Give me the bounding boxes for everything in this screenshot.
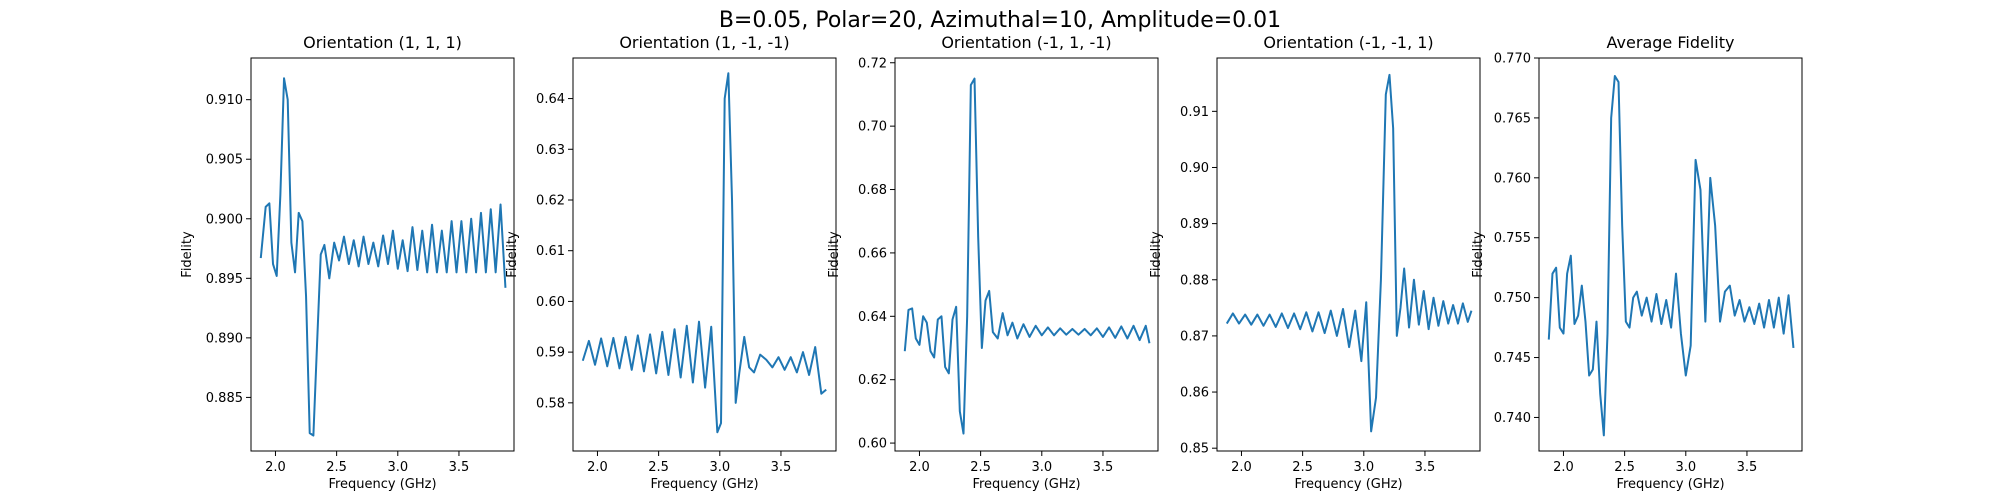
y-tick-label: 0.885 xyxy=(206,391,243,406)
y-tick-label: 0.59 xyxy=(536,346,565,361)
y-tick-label: 0.86 xyxy=(1180,386,1209,401)
x-tick-label: 3.5 xyxy=(1415,460,1436,475)
y-axis-label: Fidelity xyxy=(505,231,520,278)
x-tick-label: 2.5 xyxy=(1292,460,1313,475)
axes-orientation-m1-m1-1: Orientation (-1, -1, 1) 2.0 2.5 3.0 3.5 0.85 0… xyxy=(1149,33,1481,492)
y-tick-label: 0.745 xyxy=(1494,351,1531,366)
y-tick-label: 0.62 xyxy=(536,193,565,208)
y-tick-label: 0.66 xyxy=(858,246,887,261)
x-axis-label: Frequency (GHz) xyxy=(1294,477,1402,492)
axes-orientation-1-m1-m1: Orientation (1, -1, -1) 2.0 2.5 3.0 3.5 0.58 0… xyxy=(505,33,837,492)
x-axis-label: Frequency (GHz) xyxy=(1616,477,1724,492)
y-tick-label: 0.64 xyxy=(536,92,565,107)
x-tick-label: 3.0 xyxy=(1353,460,1374,475)
y-tick-label: 0.62 xyxy=(858,373,887,388)
y-tick-label: 0.89 xyxy=(1180,217,1209,232)
x-axis-label: Frequency (GHz) xyxy=(328,477,436,492)
y-axis-label: Fidelity xyxy=(827,231,842,278)
y-tick-label: 0.91 xyxy=(1180,105,1209,120)
y-tick-label: 0.64 xyxy=(858,310,887,325)
y-axis-label: Fidelity xyxy=(1471,231,1486,278)
x-tick-label: 3.0 xyxy=(1675,460,1696,475)
y-tick-label: 0.765 xyxy=(1494,111,1531,126)
y-tick-label: 0.755 xyxy=(1494,231,1531,246)
x-tick-label: 3.0 xyxy=(1031,460,1052,475)
y-tick-label: 0.87 xyxy=(1180,329,1209,344)
x-tick-label: 3.5 xyxy=(771,460,792,475)
x-tick-label: 2.0 xyxy=(1553,460,1574,475)
y-tick-label: 0.760 xyxy=(1494,171,1531,186)
x-tick-label: 2.0 xyxy=(909,460,930,475)
panel-title: Orientation (-1, 1, -1) xyxy=(941,33,1111,52)
x-axis-label: Frequency (GHz) xyxy=(972,477,1080,492)
y-tick-label: 0.895 xyxy=(206,272,243,287)
panel-title: Average Fidelity xyxy=(1607,33,1735,52)
axes-frame xyxy=(1538,57,1803,452)
x-tick-label: 3.5 xyxy=(449,460,470,475)
x-tick-label: 2.5 xyxy=(326,460,347,475)
y-tick-label: 0.900 xyxy=(206,212,243,227)
panel-title: Orientation (1, -1, -1) xyxy=(619,33,789,52)
y-tick-label: 0.61 xyxy=(536,244,565,259)
y-tick-label: 0.890 xyxy=(206,331,243,346)
y-tick-label: 0.740 xyxy=(1494,411,1531,426)
y-tick-label: 0.770 xyxy=(1494,52,1531,67)
x-tick-label: 3.5 xyxy=(1737,460,1758,475)
series-line xyxy=(903,77,1151,435)
panel-title: Orientation (1, 1, 1) xyxy=(303,33,462,52)
axes-frame xyxy=(1216,57,1481,452)
y-tick-label: 0.60 xyxy=(858,437,887,452)
axes-average-fidelity: Average Fidelity 2.0 2.5 3.0 3.5 0.740 0.745 0.… xyxy=(1471,33,1803,492)
y-tick-label: 0.90 xyxy=(1180,161,1209,176)
y-axis-label: Fidelity xyxy=(180,231,195,278)
y-tick-label: 0.70 xyxy=(858,120,887,135)
x-tick-label: 2.0 xyxy=(265,460,286,475)
x-tick-label: 3.5 xyxy=(1093,460,1114,475)
y-axis-label: Fidelity xyxy=(1149,231,1164,278)
y-tick-label: 0.910 xyxy=(206,93,243,108)
axes-frame xyxy=(894,57,1159,452)
axes-orientation-1-1-1: Orientation (1, 1, 1) 2.0 2.5 3.0 3.5 0.885 0.… xyxy=(180,33,515,492)
x-tick-label: 2.0 xyxy=(587,460,608,475)
y-tick-label: 0.88 xyxy=(1180,273,1209,288)
series-line xyxy=(259,77,507,437)
y-tick-label: 0.68 xyxy=(858,183,887,198)
x-tick-label: 2.5 xyxy=(1614,460,1635,475)
series-line xyxy=(581,72,827,434)
y-tick-label: 0.58 xyxy=(536,396,565,411)
x-tick-label: 2.5 xyxy=(648,460,669,475)
y-tick-label: 0.72 xyxy=(858,56,887,71)
series-line xyxy=(1225,73,1473,433)
x-tick-label: 2.0 xyxy=(1231,460,1252,475)
y-tick-label: 0.750 xyxy=(1494,291,1531,306)
y-tick-label: 0.63 xyxy=(536,143,565,158)
axes-orientation-m1-1-m1: Orientation (-1, 1, -1) 2.0 2.5 3.0 3.5 0.60 0… xyxy=(827,33,1159,492)
axes-frame xyxy=(250,57,515,452)
x-axis-label: Frequency (GHz) xyxy=(650,477,758,492)
y-tick-label: 0.905 xyxy=(206,153,243,168)
y-tick-label: 0.60 xyxy=(536,295,565,310)
series-line xyxy=(1547,74,1795,437)
figure-suptitle: B=0.05, Polar=20, Azimuthal=10, Amplitud… xyxy=(719,8,1281,33)
x-tick-label: 3.0 xyxy=(387,460,408,475)
x-tick-label: 2.5 xyxy=(970,460,991,475)
axes-frame xyxy=(572,57,837,452)
x-tick-label: 3.0 xyxy=(709,460,730,475)
panel-title: Orientation (-1, -1, 1) xyxy=(1263,33,1433,52)
y-tick-label: 0.85 xyxy=(1180,442,1209,457)
